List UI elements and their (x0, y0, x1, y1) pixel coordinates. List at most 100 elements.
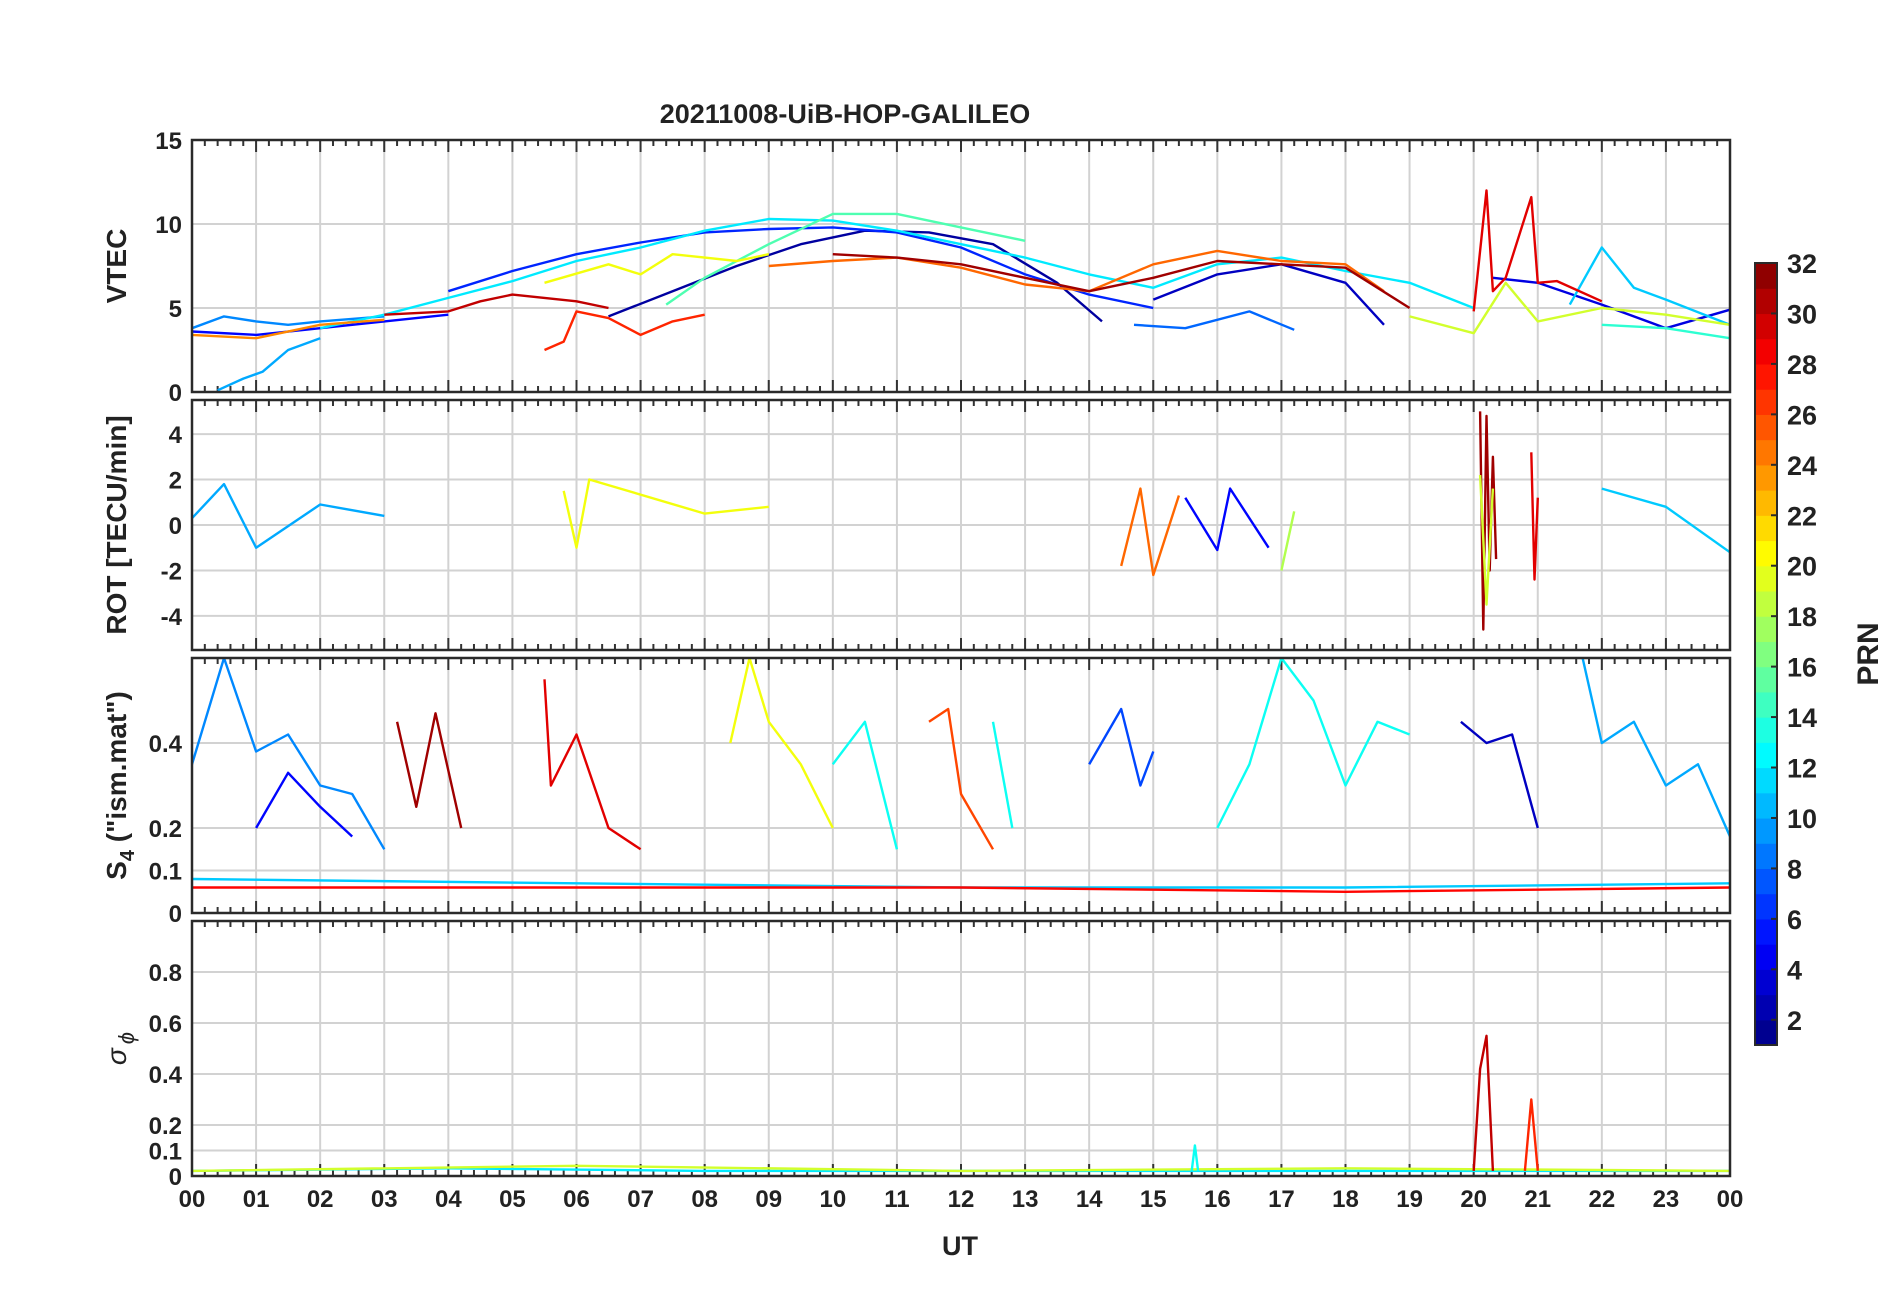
panel-s4: 0 0.1 0.2 0.4 S4 ("ism.mat") (101, 656, 1732, 928)
panel-rot-ytick-label: -2 (161, 558, 182, 585)
panel-sigphi-ytick-label: 0.6 (149, 1011, 182, 1038)
series-prn-10 (1581, 658, 1730, 837)
series-prn-9 (192, 315, 385, 330)
series-prn-14 (1601, 323, 1730, 340)
xtick-label: 01 (243, 1186, 270, 1213)
xtick-label: 14 (1076, 1186, 1103, 1213)
xtick-label: 10 (819, 1186, 846, 1213)
colorbar-segment (1755, 868, 1777, 895)
colorbar-tick-label: 28 (1787, 350, 1817, 380)
panel-s4-ytick-label: 0 (169, 901, 182, 928)
panel-sigphi-ytick-label: 0.1 (149, 1139, 182, 1166)
series-prn-15 (665, 212, 1026, 306)
colorbar-tick-label: 24 (1787, 451, 1817, 481)
colorbar-segment (1755, 742, 1777, 769)
colorbar-segment (1755, 565, 1777, 592)
colorbar-segment (1755, 893, 1777, 920)
series-prn-27 (1523, 1098, 1539, 1172)
xtick-label: 11 (884, 1186, 909, 1213)
series-prn-3 (1460, 720, 1539, 829)
series-prn-28 (192, 886, 1730, 893)
series-prn-5 (1184, 487, 1270, 552)
series-prn-29 (1530, 452, 1539, 581)
series-prn-31 (395, 712, 463, 829)
panel-s4-frame (190, 656, 1732, 915)
xtick-label: 15 (1140, 1186, 1167, 1213)
colorbar-segment (1755, 843, 1777, 870)
xtick-label: 04 (435, 1186, 462, 1213)
colorbar-segment (1755, 464, 1777, 491)
colorbar-segment (1755, 817, 1777, 844)
xtick-label: 16 (1204, 1186, 1231, 1213)
panel-rot: -4 -2 0 2 4 ROT [TECU/min] (101, 398, 1732, 652)
xtick-label: 05 (499, 1186, 526, 1213)
panel-vtec-frame (190, 138, 1732, 394)
series-prn-9 (192, 658, 386, 850)
series-prn-11 (1568, 246, 1730, 326)
series-prn-19 (1409, 281, 1730, 335)
colorbar-segment (1755, 767, 1777, 794)
xtick-label: 21 (1524, 1186, 1551, 1213)
colorbar-segment (1755, 590, 1777, 617)
series-prn-10 (192, 482, 385, 549)
series-prn-31 (1478, 411, 1498, 631)
panel-vtec-ylabel: VTEC (101, 229, 132, 304)
colorbar-segment (1755, 338, 1777, 365)
panel-sigphi-series (192, 1034, 1730, 1173)
colorbar-segment (1755, 414, 1777, 441)
colorbar-label: PRN (1852, 622, 1885, 685)
colorbar-tick-label: 8 (1787, 854, 1802, 884)
colorbar-segment (1755, 969, 1777, 996)
panel-vtec: 0 5 10 15 VTEC (101, 128, 1732, 407)
ylabel-phi: ϕ (114, 1032, 139, 1044)
colorbar-tick-label: 6 (1787, 905, 1802, 935)
xtick-label: 03 (371, 1186, 398, 1213)
panel-sigphi: 00.10.2 0.4 0.6 0.8 σϕ (101, 919, 1732, 1191)
colorbar-tick-label: 20 (1787, 552, 1817, 582)
xtick-label: 23 (1653, 1186, 1680, 1213)
series-prn-7 (1088, 707, 1155, 787)
panel-sigphi-ytick-label: 0 (169, 1164, 182, 1191)
x-axis-label: UT (942, 1231, 978, 1261)
panel-rot-ytick-label: -4 (161, 604, 183, 631)
panel-sigphi-ytick-label: 0.2 (149, 1113, 182, 1140)
colorbar-tick-label: 10 (1787, 804, 1817, 834)
colorbar-segment (1755, 666, 1777, 693)
colorbar-segment (1755, 263, 1777, 289)
series-prn-20 (562, 478, 769, 549)
xtick-label: 06 (563, 1186, 590, 1213)
panel-rot-ytick-label: 4 (169, 422, 183, 449)
series-prn-24 (192, 318, 385, 340)
colorbar-segment (1755, 717, 1777, 743)
panel-rot-ytick-label: 0 (169, 513, 182, 540)
series-prn-13 (1216, 658, 1411, 829)
colorbar-segment (1755, 490, 1777, 516)
series-prn-19 (1478, 474, 1495, 606)
xtick-label: 22 (1588, 1186, 1615, 1213)
series-prn-13 (831, 720, 899, 850)
series-prn-11 (1601, 487, 1730, 554)
panel-s4-ytick-label: 0.4 (149, 731, 183, 758)
colorbar-tick-label: 2 (1787, 1006, 1802, 1036)
ylabel-subscript: 4 (117, 849, 139, 861)
series-prn-12 (319, 217, 1475, 330)
panel-sigphi-ytick-label: 0.4 (149, 1062, 183, 1089)
panel-vtec-series (192, 189, 1730, 392)
colorbar-segment (1755, 363, 1777, 390)
panel-vtec-ytick-label: 15 (155, 128, 182, 155)
panel-rot-ylabel: ROT [TECU/min] (101, 415, 132, 634)
series-prn-13 (991, 721, 1014, 829)
xtick-label: 17 (1268, 1186, 1295, 1213)
panel-sigphi-ylabel: σϕ (101, 1032, 139, 1065)
panel-vtec-ytick-label: 5 (169, 296, 182, 323)
colorbar-tick-label: 18 (1787, 602, 1817, 632)
colorbar-tick-label: 22 (1787, 501, 1817, 531)
ylabel-rest: ("ism.mat") (101, 691, 132, 850)
colorbar-tick-label: 32 (1787, 249, 1817, 279)
series-prn-27 (544, 310, 705, 352)
xtick-label: 00 (179, 1186, 206, 1213)
chart-title: 20211008-UiB-HOP-GALILEO (660, 99, 1031, 129)
colorbar-segment (1755, 918, 1777, 945)
ylabel-sigma: σ (101, 1047, 132, 1065)
colorbar-tick-label: 26 (1787, 400, 1817, 430)
